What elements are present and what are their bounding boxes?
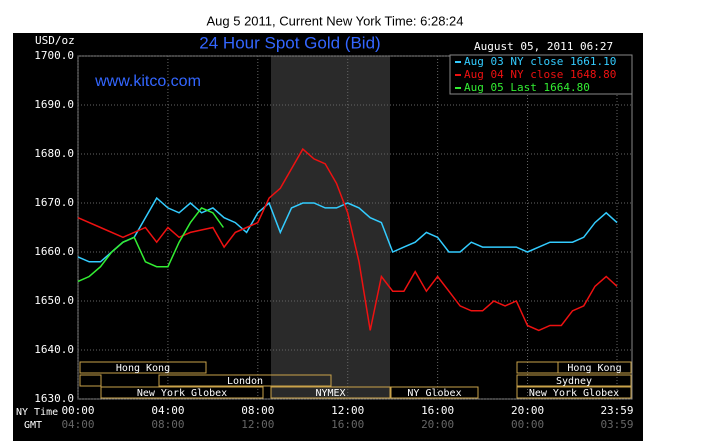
chart-title: 24 Hour Spot Gold (Bid) <box>199 33 380 52</box>
session-box <box>100 386 264 399</box>
x2-tick-label: 16:00 <box>331 418 364 431</box>
y-tick-label: 1660.0 <box>34 245 74 258</box>
session-label: London <box>227 376 263 387</box>
watermark: www.kitco.com <box>94 73 201 90</box>
session-box <box>79 374 102 387</box>
header-time: Aug 5 2011, Current New York Time: 6:28:… <box>206 13 463 28</box>
y-tick-label: 1640.0 <box>34 343 74 356</box>
session-label: New York Globex <box>137 388 227 399</box>
y-tick-label: 1680.0 <box>34 147 74 160</box>
x-tick-label: 16:00 <box>421 404 454 417</box>
y-tick-label: 1670.0 <box>34 196 74 209</box>
session-label: Hong Kong <box>116 363 170 374</box>
x2-tick-label: 12:00 <box>241 418 274 431</box>
session-box <box>516 386 632 399</box>
session-shade <box>271 56 390 399</box>
series-line <box>77 206 225 283</box>
session-box <box>158 374 332 387</box>
session-label: Hong Kong <box>567 363 621 374</box>
x2-tick-label: 04:00 <box>61 418 94 431</box>
series-line <box>77 147 618 332</box>
session-box <box>79 361 207 374</box>
x2-tick-label: 20:00 <box>421 418 454 431</box>
x-tick-label: 00:00 <box>61 404 94 417</box>
x-row-label: NY Time <box>16 407 58 418</box>
x-tick-label: 08:00 <box>241 404 274 417</box>
x-tick-label: 04:00 <box>151 404 184 417</box>
legend-label: Aug 05 Last 1664.80 <box>464 81 590 94</box>
session-box <box>390 386 479 399</box>
legend-label: Aug 04 NY close 1648.80 <box>464 68 616 81</box>
y-axis-label: USD/oz <box>35 34 75 47</box>
x-tick-label: 20:00 <box>511 404 544 417</box>
footer: Glossary <box>306 432 350 441</box>
x2-row-label: GMT <box>24 420 42 431</box>
y-tick-label: 1650.0 <box>34 294 74 307</box>
date-stamp: August 05, 2011 06:27 <box>474 40 613 53</box>
series-line <box>77 196 618 263</box>
session-label: NYMEX <box>315 388 345 399</box>
x2-tick-label: 03:59 <box>600 418 633 431</box>
y-tick-label: 1700.0 <box>34 49 74 62</box>
x2-tick-label: 00:00 <box>511 418 544 431</box>
session-label: Sydney <box>556 376 592 387</box>
session-label: NY Globex <box>407 388 461 399</box>
session-box <box>270 386 391 399</box>
y-tick-label: 1690.0 <box>34 98 74 111</box>
x2-tick-label: 08:00 <box>151 418 184 431</box>
legend-label: Aug 03 NY close 1661.10 <box>464 55 616 68</box>
session-box <box>557 361 632 374</box>
x-tick-label: 12:00 <box>331 404 364 417</box>
session-label: New York Globex <box>529 388 619 399</box>
legend-box <box>449 54 633 95</box>
session-box <box>516 374 632 387</box>
y-tick-label: 1630.0 <box>34 392 74 405</box>
x-tick-label: 23:59 <box>600 404 633 417</box>
